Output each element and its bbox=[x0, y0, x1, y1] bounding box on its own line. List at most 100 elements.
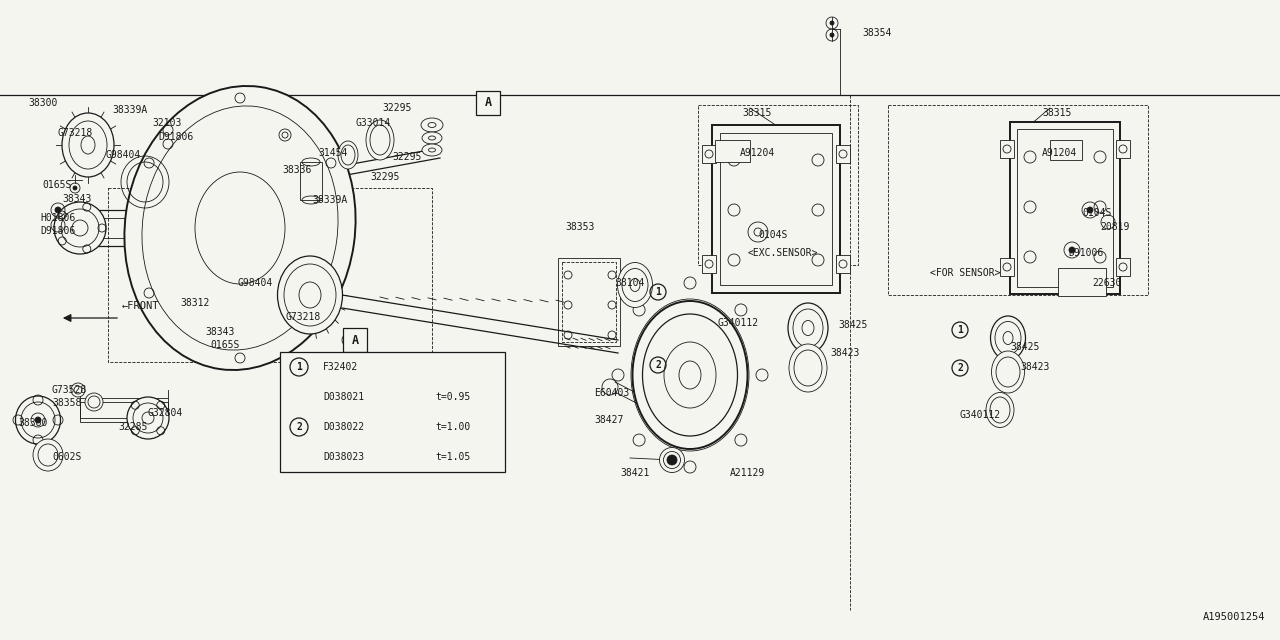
Bar bbox=[300, 162, 323, 200]
Text: 1: 1 bbox=[957, 325, 963, 335]
Circle shape bbox=[667, 455, 677, 465]
Text: 20819: 20819 bbox=[1100, 222, 1129, 232]
Circle shape bbox=[1087, 207, 1093, 213]
Ellipse shape bbox=[366, 120, 394, 160]
Text: 38343: 38343 bbox=[205, 327, 234, 337]
Ellipse shape bbox=[421, 118, 443, 132]
Bar bbox=[1000, 140, 1014, 158]
Text: A: A bbox=[352, 333, 358, 346]
Ellipse shape bbox=[127, 397, 169, 439]
Text: 38315: 38315 bbox=[1042, 108, 1071, 118]
Text: G98404: G98404 bbox=[105, 150, 141, 160]
Ellipse shape bbox=[992, 351, 1024, 393]
Text: 0602S: 0602S bbox=[52, 452, 82, 462]
Bar bbox=[836, 145, 850, 163]
Text: t=0.95: t=0.95 bbox=[435, 392, 470, 402]
Text: G73218: G73218 bbox=[285, 312, 320, 322]
Bar bbox=[719, 133, 832, 285]
Text: 38421: 38421 bbox=[620, 468, 649, 478]
Bar bbox=[343, 328, 367, 352]
Ellipse shape bbox=[15, 396, 60, 444]
Ellipse shape bbox=[991, 316, 1025, 360]
Text: 2: 2 bbox=[296, 422, 302, 432]
Text: 38312: 38312 bbox=[180, 298, 210, 308]
Text: A: A bbox=[484, 97, 492, 109]
Text: 38300: 38300 bbox=[28, 98, 58, 108]
Bar bbox=[1000, 258, 1014, 276]
Bar bbox=[108, 188, 433, 362]
Text: 38339A: 38339A bbox=[113, 105, 147, 115]
Text: H01806: H01806 bbox=[40, 213, 76, 223]
Ellipse shape bbox=[788, 303, 828, 353]
Circle shape bbox=[829, 21, 835, 25]
Text: 38339A: 38339A bbox=[312, 195, 347, 205]
Bar bbox=[1116, 258, 1130, 276]
Text: 38343: 38343 bbox=[61, 194, 91, 204]
Text: 38425: 38425 bbox=[838, 320, 868, 330]
Text: <EXC.SENSOR>: <EXC.SENSOR> bbox=[748, 248, 818, 258]
Circle shape bbox=[346, 338, 349, 342]
Text: ←FRONT: ←FRONT bbox=[122, 301, 160, 311]
Ellipse shape bbox=[788, 344, 827, 392]
Text: t=1.05: t=1.05 bbox=[435, 452, 470, 462]
Bar bbox=[558, 258, 620, 346]
Bar bbox=[476, 91, 500, 115]
Text: E60403: E60403 bbox=[594, 388, 630, 398]
Ellipse shape bbox=[986, 392, 1014, 428]
Bar bbox=[1116, 140, 1130, 158]
Text: 38423: 38423 bbox=[1020, 362, 1050, 372]
Text: D038021: D038021 bbox=[323, 392, 364, 402]
Bar bbox=[888, 105, 1148, 295]
Text: D91806: D91806 bbox=[40, 226, 76, 236]
Ellipse shape bbox=[632, 301, 748, 449]
Ellipse shape bbox=[659, 447, 685, 472]
Text: G73218: G73218 bbox=[58, 128, 93, 138]
Text: 38315: 38315 bbox=[742, 108, 772, 118]
Ellipse shape bbox=[61, 113, 114, 177]
Text: A91204: A91204 bbox=[1042, 148, 1078, 158]
Text: 38423: 38423 bbox=[829, 348, 859, 358]
Text: D038022: D038022 bbox=[323, 422, 364, 432]
Bar bbox=[79, 398, 168, 422]
Text: 0165S: 0165S bbox=[210, 340, 239, 350]
Circle shape bbox=[73, 186, 77, 190]
Text: 0104S: 0104S bbox=[758, 230, 787, 240]
Text: G32804: G32804 bbox=[148, 408, 183, 418]
Bar bbox=[1018, 129, 1114, 287]
Ellipse shape bbox=[84, 393, 102, 411]
Bar bbox=[562, 262, 616, 342]
Text: 38380: 38380 bbox=[18, 418, 47, 428]
Text: 38336: 38336 bbox=[282, 165, 311, 175]
Text: G98404: G98404 bbox=[238, 278, 273, 288]
Text: 32285: 32285 bbox=[118, 422, 147, 432]
Text: G340112: G340112 bbox=[960, 410, 1001, 420]
Text: 0165S: 0165S bbox=[42, 180, 72, 190]
Text: 38104: 38104 bbox=[614, 278, 644, 288]
Ellipse shape bbox=[70, 383, 84, 397]
Bar bbox=[1059, 268, 1106, 296]
Text: 1: 1 bbox=[296, 362, 302, 372]
Text: D038023: D038023 bbox=[323, 452, 364, 462]
Text: 38353: 38353 bbox=[564, 222, 594, 232]
Text: D91806: D91806 bbox=[157, 132, 193, 142]
Text: 31454: 31454 bbox=[317, 148, 347, 158]
Bar bbox=[698, 105, 858, 265]
Text: A91204: A91204 bbox=[740, 148, 776, 158]
Bar bbox=[836, 255, 850, 273]
Text: 38425: 38425 bbox=[1010, 342, 1039, 352]
Text: <FOR SENSOR>: <FOR SENSOR> bbox=[931, 268, 1001, 278]
Ellipse shape bbox=[422, 144, 442, 156]
Text: 38354: 38354 bbox=[861, 28, 891, 38]
Text: 38358: 38358 bbox=[52, 398, 82, 408]
Text: 2: 2 bbox=[957, 363, 963, 373]
Ellipse shape bbox=[54, 202, 106, 254]
Bar bbox=[79, 402, 168, 418]
Text: F32402: F32402 bbox=[323, 362, 358, 372]
Text: D91006: D91006 bbox=[1068, 248, 1103, 258]
Text: 32295: 32295 bbox=[370, 172, 399, 182]
Ellipse shape bbox=[422, 132, 442, 144]
Text: G340112: G340112 bbox=[718, 318, 759, 328]
Bar bbox=[1010, 122, 1120, 294]
Ellipse shape bbox=[338, 141, 358, 169]
Ellipse shape bbox=[33, 439, 63, 471]
